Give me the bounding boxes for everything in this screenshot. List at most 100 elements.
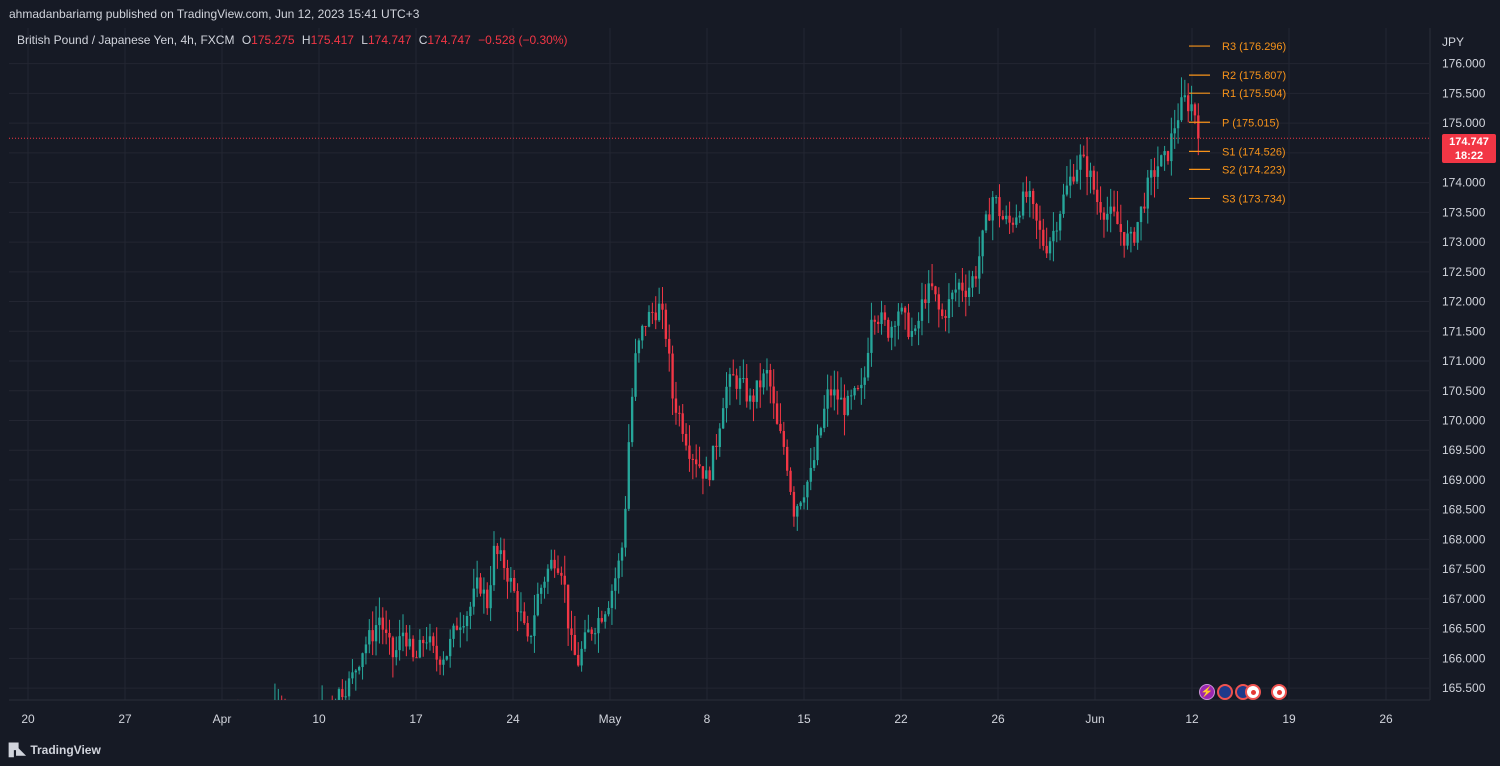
candle-body (1042, 229, 1045, 246)
candle-body (445, 656, 448, 660)
candle-body (257, 709, 259, 722)
candle-body (1045, 245, 1048, 254)
candle-body (994, 197, 998, 199)
candle-body (1143, 206, 1146, 209)
candle-body (277, 702, 279, 703)
bolt-icon[interactable]: ⚡ (1199, 684, 1215, 700)
price-chart[interactable]: 165.500 166.000 166.500 167.000 167.500 168.0… (9, 28, 1500, 738)
candle-body (748, 395, 752, 402)
chart-canvas[interactable]: 165.500 166.000 166.500 167.000 167.500 168.0… (9, 28, 1500, 738)
candle-body (442, 659, 445, 665)
candle-body (1163, 151, 1166, 156)
uk-flag-icon[interactable] (1217, 684, 1233, 700)
candle-body (1001, 216, 1005, 220)
candle-body (486, 589, 489, 609)
y-tick-label: 174.000 (1442, 176, 1486, 190)
candle-body (759, 380, 762, 388)
candle-body (1069, 176, 1072, 186)
candle-body (1116, 211, 1119, 225)
pivot-label: R1 (175.504) (1222, 88, 1286, 100)
candle-body (651, 311, 654, 313)
y-tick-label: 171.000 (1442, 354, 1486, 368)
candle-body (701, 466, 705, 479)
candle-body (725, 386, 728, 409)
candle-body (910, 330, 914, 337)
candle-body (903, 307, 907, 313)
candle-body (580, 648, 583, 666)
candle-body (1197, 115, 1200, 139)
candle-body (732, 374, 735, 376)
candle-body (465, 616, 469, 627)
candle-body (917, 320, 920, 329)
candle-body (422, 639, 425, 644)
candle-body (880, 312, 883, 325)
candle-body (347, 678, 351, 697)
footer: ▛◣ TradingView (0, 738, 1500, 766)
candle-body (496, 545, 499, 555)
candle-body (361, 653, 364, 668)
candle-body (368, 630, 371, 645)
candle-body (1092, 170, 1096, 190)
candle-body (304, 727, 306, 734)
candle-body (260, 709, 262, 717)
candle-body (617, 560, 620, 579)
candle-body (354, 670, 357, 673)
candle-body (772, 386, 775, 404)
japan-flag-icon[interactable] (1271, 684, 1287, 700)
candle-body (206, 725, 208, 733)
x-tick-label: 17 (409, 712, 423, 726)
candle-body (560, 572, 563, 576)
candle-body (506, 567, 509, 582)
candle-body (267, 717, 269, 720)
candle-body (190, 730, 192, 731)
candle-body (398, 636, 401, 651)
candle-body (492, 545, 496, 586)
candle-body (785, 446, 789, 471)
candle-body (1153, 170, 1156, 177)
candle-body (462, 626, 465, 628)
candle-body (499, 550, 502, 555)
candle-body (860, 384, 863, 389)
x-tick-label: May (599, 712, 622, 726)
candle-body (570, 628, 573, 635)
candle-body (200, 730, 202, 737)
candle-body (401, 632, 405, 637)
candle-body (344, 696, 347, 698)
candle-body (374, 625, 378, 642)
pivot-label: S3 (173.734) (1222, 193, 1286, 205)
candle-body (897, 311, 900, 326)
candle-body (630, 396, 634, 443)
candle-body (482, 589, 486, 594)
candle-body (681, 413, 684, 434)
candle-body (674, 398, 678, 413)
candle-body (459, 627, 462, 630)
candle-body (843, 397, 846, 416)
high-value: 175.417 (310, 33, 354, 47)
candle-body (435, 645, 438, 660)
y-tick-label: 172.500 (1442, 265, 1486, 279)
candle-body (873, 319, 876, 322)
candle-body (247, 720, 249, 722)
tradingview-logo[interactable]: ▛◣ TradingView (9, 743, 101, 757)
japan-flag-icon[interactable] (1245, 684, 1261, 700)
y-tick-label: 170.000 (1442, 413, 1486, 427)
candle-body (967, 287, 971, 298)
x-tick-label: 26 (991, 712, 1005, 726)
high-label: H (301, 33, 311, 47)
candle-body (546, 568, 550, 582)
candle-body (829, 389, 833, 396)
candle-body (920, 299, 924, 321)
candle-body (836, 389, 839, 400)
y-tick-label: 175.000 (1442, 116, 1486, 130)
candle-body (1058, 213, 1062, 231)
candle-body (752, 395, 755, 402)
y-tick-label: 172.000 (1442, 295, 1486, 309)
bar-countdown: 18:22 (1454, 150, 1484, 162)
candle-body (1089, 170, 1092, 178)
candle-body (550, 559, 553, 569)
candle-body (287, 712, 289, 718)
candle-body (856, 387, 860, 389)
candle-body (1106, 213, 1109, 220)
candle-body (1146, 177, 1149, 209)
candle-body (937, 294, 941, 310)
